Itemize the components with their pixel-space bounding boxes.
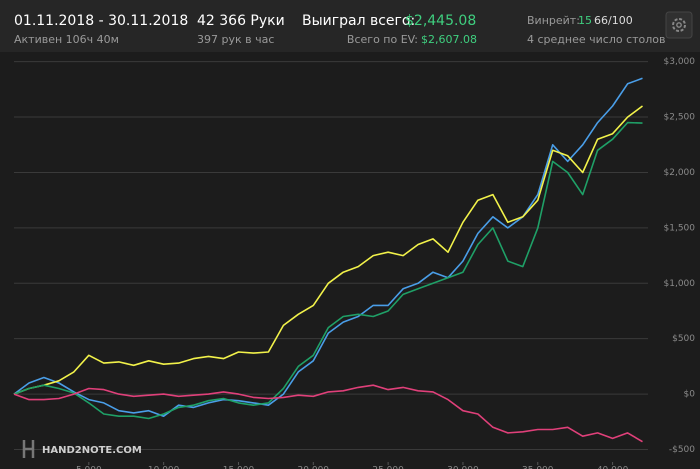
y-tick-label: $500 (672, 334, 695, 344)
ev-value: $2,607.08 (421, 33, 477, 46)
series-line (13, 121, 643, 420)
period: 01.11.2018 - 30.11.2018 (14, 13, 188, 29)
header-bar (0, 0, 700, 52)
x-tick-label: 40,000 (597, 466, 629, 469)
winrate-unit: 66/100 (594, 14, 633, 27)
logo: HAND2NOTE.COM (22, 440, 142, 458)
winrate-label: Винрейт: (527, 14, 580, 27)
y-tick-label: -$500 (669, 445, 695, 455)
series-line (13, 384, 643, 443)
y-tick-label: $2,000 (664, 168, 696, 178)
y-tick-label: $1,500 (664, 223, 696, 233)
won-value: $2,445.08 (405, 13, 476, 29)
x-tick-label: 5,000 (76, 466, 102, 469)
ev-label: Всего по EV: (347, 33, 418, 46)
gear-center[interactable] (676, 22, 682, 28)
settings-button[interactable] (665, 11, 693, 39)
active-time: Активен 106ч 40м (14, 33, 119, 46)
y-tick-label: $2,500 (664, 113, 696, 123)
hands-rate: 397 рук в час (197, 33, 274, 46)
y-tick-label: $1,000 (664, 279, 696, 289)
x-tick-label: 35,000 (522, 466, 554, 469)
hands: 42 366 Руки (197, 13, 285, 29)
logo-text: HAND2NOTE.COM (42, 445, 142, 456)
y-tick-label: $3,000 (664, 57, 696, 67)
logo-mark (22, 440, 35, 458)
x-tick-label: 10,000 (148, 466, 180, 469)
plot: -$500 $0 $500 $1,000 $1,500 $2,000 $2,500 $3,00… (13, 57, 696, 469)
x-tick-label: 30,000 (447, 466, 479, 469)
winrate-value: 15 (578, 14, 592, 27)
y-tick-label: $0 (684, 390, 696, 400)
x-tick-label: 20,000 (298, 466, 330, 469)
x-tick-label: 15,000 (223, 466, 255, 469)
series-line (13, 105, 643, 395)
x-tick-label: 25,000 (372, 466, 404, 469)
gear-icon[interactable] (672, 18, 686, 32)
won-label: Выиграл всего: (302, 13, 415, 29)
series-line (13, 77, 643, 417)
settings-box[interactable] (665, 11, 693, 39)
tables: 4 среднее число столов (527, 33, 666, 46)
